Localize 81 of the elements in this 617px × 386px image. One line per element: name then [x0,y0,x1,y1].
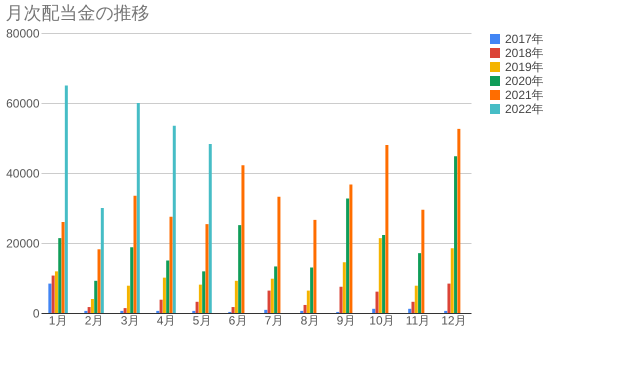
bar [382,234,386,313]
bar [418,253,422,313]
bar [264,310,268,313]
x-tick-label: 1月 [48,314,68,328]
bar [134,196,137,313]
bar [54,271,58,313]
bar [196,302,199,313]
bar [100,208,104,313]
bar [310,268,314,313]
bar [124,308,127,313]
bar [166,260,170,313]
bar [48,284,52,313]
bar [270,278,274,313]
bar [198,284,202,313]
bar [232,307,235,313]
y-tick-label: 60000 [6,96,40,110]
bar [52,276,55,313]
bar [421,210,424,313]
bar [349,184,352,313]
bar [130,247,134,313]
legend-label: 2018年 [505,46,544,60]
bar [58,238,62,313]
bar [411,302,414,313]
legend-label: 2020年 [505,74,544,88]
bar [375,292,378,313]
bar [268,290,271,313]
bar [98,249,101,313]
bar [447,284,450,313]
bar [162,278,166,313]
bar [306,290,310,313]
y-tick-label: 20000 [6,236,40,250]
bar [208,144,212,313]
x-tick-label: 11月 [406,314,430,328]
bar [277,196,280,313]
bar [202,271,206,313]
bar [372,308,376,313]
bar [160,300,163,313]
bar [342,262,346,313]
legend-label: 2019年 [505,60,544,74]
legend-label: 2021年 [505,88,544,102]
bar [136,103,140,313]
x-tick-label: 12月 [441,314,467,328]
x-tick-label: 9月 [336,314,356,328]
bar [234,280,238,313]
legend-label: 2022年 [505,102,544,116]
bar [94,280,98,313]
bar [205,224,208,313]
x-tick-label: 4月 [156,314,176,328]
x-tick-label: 5月 [192,314,212,328]
bar [274,266,278,313]
bar [169,216,172,313]
bar [172,126,176,313]
y-tick-label: 40000 [6,166,40,180]
x-tick-label: 8月 [300,314,320,328]
y-tick-label: 0 [32,306,40,320]
bar [378,238,382,313]
bar [457,128,460,313]
bar [385,145,388,313]
x-tick-label: 3月 [120,314,140,328]
bar [126,286,130,313]
bar [241,165,244,313]
x-tick-label: 10月 [369,314,395,328]
bar [64,86,68,313]
x-tick-label: 7月 [264,314,284,328]
bar [346,198,350,313]
legend-label: 2017年 [505,32,544,46]
bar [408,308,412,313]
bar [88,307,91,313]
x-tick-label: 6月 [228,314,248,328]
x-tick-label: 2月 [84,314,104,328]
chart-title: 月次配当金の推移 [6,3,150,24]
bar [238,225,242,313]
bar [62,222,65,313]
bar [454,156,458,313]
bar [414,286,418,313]
bar [304,304,307,313]
bar [450,248,454,313]
y-tick-label: 80000 [6,26,40,40]
bar [313,220,316,313]
bar [340,286,343,313]
bar [90,299,94,313]
